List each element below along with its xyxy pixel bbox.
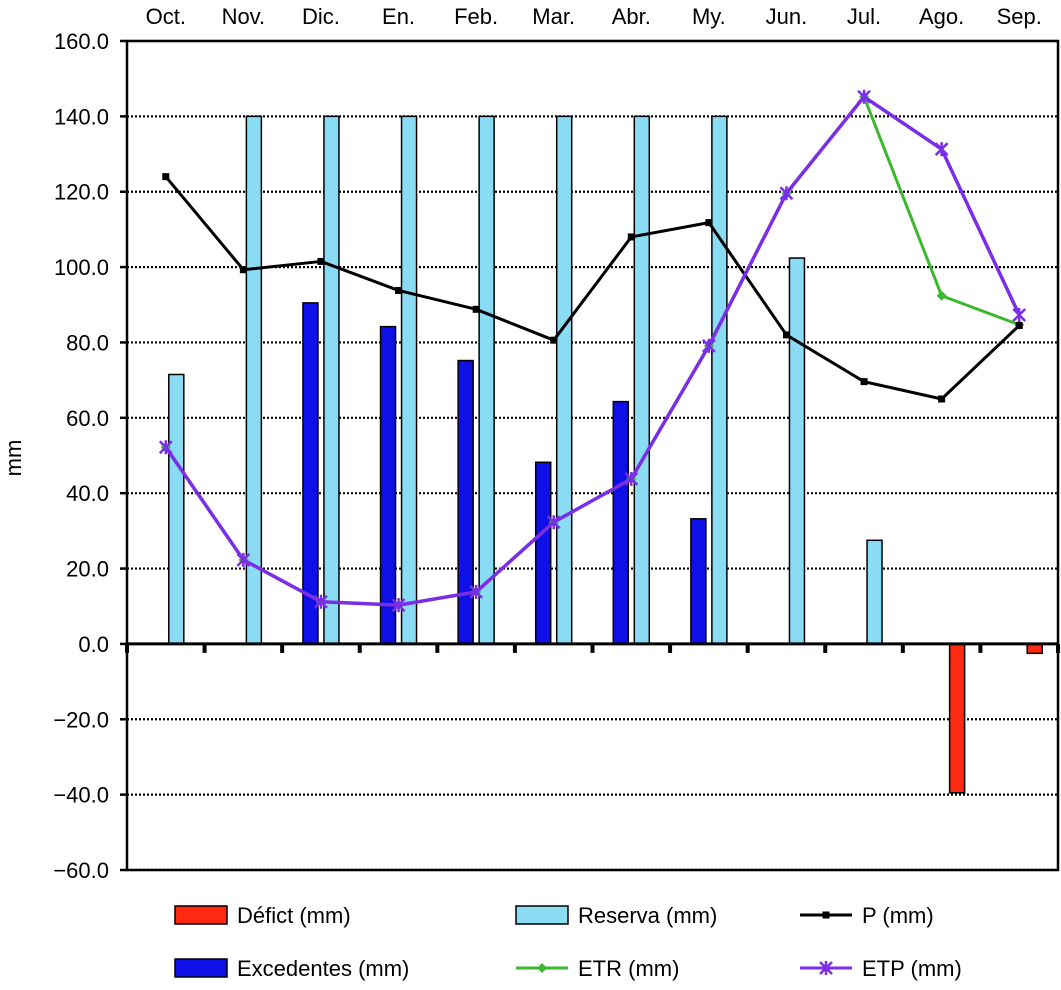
legend-label: Reserva (mm) (578, 903, 717, 928)
category-label: Jun. (766, 4, 808, 29)
y-tick-label: 140.0 (54, 104, 109, 129)
line-marker (936, 290, 947, 301)
line-marker (627, 233, 635, 241)
line-marker (317, 257, 325, 265)
category-label: Sep. (997, 4, 1042, 29)
line-marker (822, 911, 830, 919)
gridlines (127, 39, 1058, 872)
line-marker (860, 378, 868, 386)
legend-swatch (174, 905, 228, 925)
line-marker (395, 286, 403, 294)
legend-label: P (mm) (862, 903, 934, 928)
legend-label: Défict (mm) (237, 903, 351, 928)
category-label: My. (692, 4, 726, 29)
bar (633, 115, 651, 645)
line-marker (236, 552, 251, 567)
y-tick-label: −20.0 (53, 707, 109, 732)
y-tick-label: −60.0 (53, 858, 109, 883)
bar (866, 539, 883, 645)
line-marker (701, 338, 716, 353)
bar (323, 115, 340, 645)
category-labels: Oct. Nov. Dic. En. Feb. Mar. Abr. My. Jun. Jul. Ag… (146, 4, 1042, 29)
y-tick-labels: 160.0 140.0 120.0 100.0 80.0 60.0 40.0 20.0 0.0 −… (53, 29, 109, 883)
line-marker (314, 594, 328, 609)
line-marker (239, 266, 247, 274)
plot-frame (125, 39, 1060, 872)
y-tick-label: 20.0 (66, 557, 109, 582)
bar (457, 359, 474, 645)
legend-label: Excedentes (mm) (237, 956, 409, 981)
line-marker (537, 963, 547, 973)
series-line (164, 95, 1021, 607)
bar (612, 400, 630, 645)
line-marker (705, 219, 713, 227)
y-tick-label: 100.0 (54, 255, 109, 280)
line-marker (624, 471, 639, 486)
legend-swatch (515, 905, 569, 925)
bar (400, 115, 418, 645)
category-label: Feb. (454, 4, 498, 29)
category-label: En. (382, 4, 415, 29)
legend-swatch (174, 958, 228, 978)
line-marker (469, 584, 484, 599)
bar (379, 325, 397, 645)
y-tick-label: −40.0 (53, 783, 109, 808)
line-marker (934, 142, 949, 157)
line-marker (162, 173, 170, 181)
category-label: Abr. (612, 4, 651, 29)
category-label: Oct. (146, 4, 186, 29)
line-marker (1015, 321, 1023, 329)
bar (711, 115, 728, 645)
bar (168, 373, 185, 645)
legend-label: ETP (mm) (862, 956, 962, 981)
category-label: Nov. (222, 4, 266, 29)
line-marker (546, 515, 561, 530)
y-axis-label: mm (1, 440, 26, 477)
line-marker (391, 598, 406, 613)
bar (948, 643, 966, 794)
line-marker (550, 336, 558, 344)
line-marker (1012, 307, 1027, 322)
line-marker (938, 395, 946, 403)
legend: Défict (mm) Reserva (mm) P (mm) Excedentes … (174, 903, 962, 981)
line-marker (782, 331, 790, 339)
legend-label: ETR (mm) (578, 956, 679, 981)
y-tick-label: 0.0 (78, 632, 109, 657)
y-tick-label: 40.0 (66, 481, 109, 506)
bar (788, 257, 806, 645)
category-label: Ago. (919, 4, 964, 29)
category-label: Mar. (532, 4, 575, 29)
bar (478, 115, 495, 645)
y-tick-label: 80.0 (66, 330, 109, 355)
axes (120, 39, 1060, 872)
bar (534, 461, 552, 645)
line-marker (158, 440, 173, 455)
category-label: Dic. (302, 4, 340, 29)
y-tick-label: 120.0 (54, 180, 109, 205)
bar (555, 115, 573, 645)
y-tick-label: 160.0 (54, 29, 109, 54)
bar (690, 518, 707, 645)
bars (168, 115, 1043, 794)
lines (158, 89, 1027, 613)
series-line (164, 175, 1021, 401)
line-marker (779, 186, 794, 201)
line-marker (819, 961, 833, 975)
line-marker (472, 305, 480, 313)
line-marker (857, 89, 871, 104)
y-tick-label: 60.0 (66, 406, 109, 431)
category-label: Jul. (847, 4, 881, 29)
series-line (164, 95, 1020, 607)
